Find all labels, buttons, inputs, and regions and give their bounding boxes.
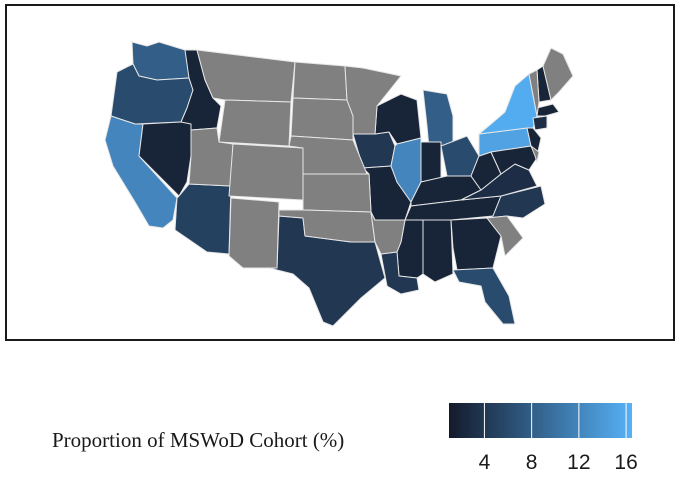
states-layer: [104, 41, 574, 327]
state-vt: [528, 69, 540, 117]
state-id: [180, 49, 222, 131]
legend-tick-label: 12: [567, 451, 591, 474]
state-nm: [228, 197, 280, 269]
state-de: [530, 145, 540, 163]
legend-title: Proportion of MSWoD Cohort (%): [52, 428, 345, 452]
state-ar: [370, 211, 406, 255]
state-me: [542, 47, 574, 101]
state-wa: [131, 41, 194, 81]
state-ny: [478, 73, 538, 135]
state-ok: [278, 209, 376, 243]
state-sc: [486, 215, 524, 257]
state-ma: [536, 103, 560, 117]
state-in: [420, 141, 442, 183]
state-fl: [452, 267, 516, 325]
us-choropleth-map: [104, 41, 574, 327]
state-az: [174, 183, 232, 255]
legend-colorbar: [449, 403, 632, 438]
state-al: [422, 219, 454, 283]
state-ct: [532, 115, 548, 131]
state-nd: [292, 61, 348, 101]
state-mn: [344, 65, 402, 135]
legend-tick-label: 16: [614, 451, 638, 474]
state-mi: [422, 89, 454, 149]
state-nv: [138, 121, 192, 197]
state-ks: [302, 173, 372, 213]
legend-tick-label: 8: [525, 451, 538, 474]
legend-tick-lines: [483, 403, 627, 438]
map-panel: [5, 4, 675, 341]
legend-tick-label: 4: [478, 451, 491, 474]
legend-gradient: [449, 403, 632, 438]
state-nj: [526, 127, 542, 157]
state-ca: [104, 115, 178, 229]
state-sd: [290, 97, 354, 141]
state-la: [380, 251, 420, 295]
state-co: [228, 143, 304, 201]
state-wy: [218, 99, 292, 147]
state-mt: [196, 49, 296, 103]
